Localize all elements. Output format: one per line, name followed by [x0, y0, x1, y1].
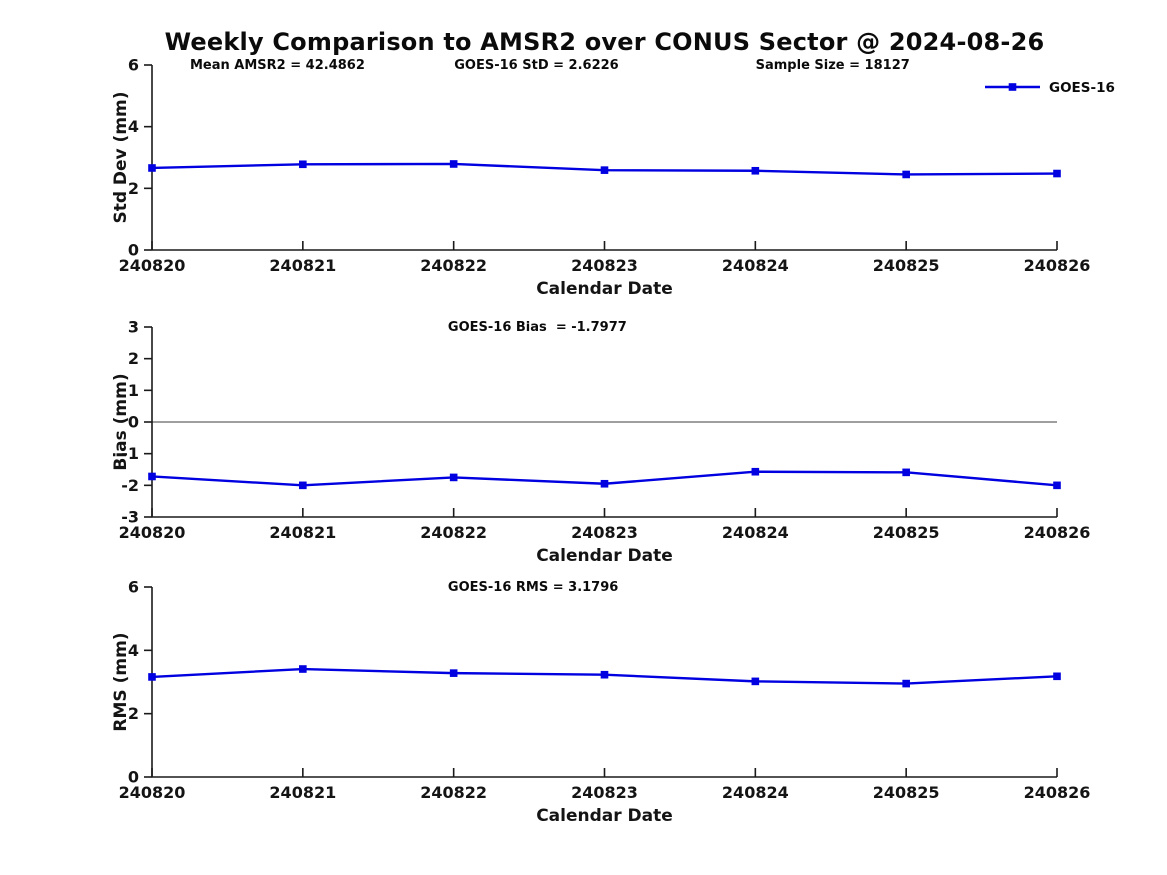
y-tick-label: -2	[121, 476, 139, 495]
y-tick-label: -1	[121, 444, 139, 463]
y-tick-label: 2	[128, 704, 139, 723]
data-point-marker	[299, 160, 307, 169]
y-tick-label: 0	[128, 241, 139, 260]
x-tick-label: 240825	[873, 523, 940, 542]
x-tick-label: 240821	[269, 783, 336, 802]
y-tick-label: 6	[128, 578, 139, 597]
x-tick-label: 240826	[1024, 783, 1091, 802]
x-tick-label: 240824	[722, 256, 789, 275]
y-tick-label: 0	[128, 413, 139, 432]
rms-subplot: 0 2 4 6 240820 240821 240822 240823 240824 240825…	[0, 572, 1167, 832]
x-axis-title: Calendar Date	[536, 546, 673, 566]
x-tick-label: 240825	[873, 256, 940, 275]
bias-subplot: -3 -2 -1 0 1 2 3 240820 240821 240822 240823 240824…	[0, 310, 1167, 568]
x-axis-title: Calendar Date	[536, 279, 673, 299]
data-point-marker	[148, 673, 156, 681]
data-point-marker	[449, 160, 458, 168]
x-tick-label: 240821	[269, 256, 336, 275]
y-tick-label: 1	[128, 381, 139, 400]
data-point-marker	[1053, 672, 1061, 681]
data-point-marker	[1053, 481, 1061, 490]
x-tick-label: 240820	[119, 256, 186, 275]
x-tick-label: 240820	[119, 523, 186, 542]
y-axis-title: RMS (mm)	[111, 632, 131, 731]
data-point-marker	[902, 468, 910, 477]
x-tick-label: 240826	[1024, 256, 1091, 275]
legend-label: GOES-16	[1049, 80, 1115, 96]
data-point-marker	[299, 481, 307, 490]
data-point-marker	[600, 670, 609, 679]
stat-annotation: Mean AMSR2 = 42.4862	[190, 58, 365, 73]
x-tick-label: 240823	[571, 256, 638, 275]
x-tick-label: 240826	[1024, 523, 1091, 542]
stat-annotation: GOES-16 Bias = -1.7977	[448, 320, 627, 335]
y-tick-label: 4	[128, 641, 139, 660]
bias-chart: -3 -2 -1 0 1 2 3 240820 240821 240822 240823 240824…	[111, 318, 1091, 567]
y-tick-label: 4	[128, 117, 139, 136]
data-point-marker	[600, 479, 609, 488]
x-tick-label: 240824	[722, 783, 789, 802]
stat-annotation: GOES-16 RMS = 3.1796	[448, 580, 618, 595]
y-axis-title: Bias (mm)	[111, 373, 131, 470]
y-tick-label: 3	[128, 318, 139, 337]
x-tick-label: 240823	[571, 523, 638, 542]
data-point-marker	[751, 677, 760, 686]
data-point-marker	[1053, 169, 1061, 178]
stddev-subplot: 0 2 4 6 240820 240821 240822 240823 240824 240825…	[0, 50, 1167, 302]
legend-marker	[1008, 83, 1017, 91]
x-tick-label: 240822	[420, 783, 487, 802]
x-tick-label: 240821	[269, 523, 336, 542]
stat-annotation: GOES-16 StD = 2.6226	[454, 58, 618, 73]
stat-annotation: Sample Size = 18127	[756, 58, 910, 73]
rms-chart: 0 2 4 6 240820 240821 240822 240823 240824 240825…	[111, 578, 1091, 827]
data-point-marker	[751, 467, 760, 476]
data-point-marker	[449, 473, 458, 482]
y-axis-title: Std Dev (mm)	[111, 91, 131, 223]
y-tick-label: -3	[121, 508, 139, 527]
data-point-marker	[902, 170, 910, 179]
x-axis-title: Calendar Date	[536, 806, 673, 826]
x-tick-label: 240825	[873, 783, 940, 802]
x-tick-label: 240822	[420, 523, 487, 542]
x-tick-label: 240822	[420, 256, 487, 275]
data-point-marker	[299, 665, 307, 673]
data-point-marker	[148, 472, 156, 481]
y-tick-label: 6	[128, 56, 139, 75]
x-tick-label: 240824	[722, 523, 789, 542]
x-tick-label: 240823	[571, 783, 638, 802]
data-point-marker	[449, 669, 458, 677]
data-point-marker	[148, 164, 156, 172]
figure-title: Weekly Comparison to AMSR2 over CONUS Se…	[164, 28, 1045, 56]
y-tick-label: 2	[128, 179, 139, 198]
data-point-marker	[751, 166, 760, 175]
stddev-chart: 0 2 4 6 240820 240821 240822 240823 240824 240825…	[111, 56, 1115, 300]
data-point-marker	[600, 166, 609, 174]
y-tick-label: 2	[128, 349, 139, 368]
x-tick-label: 240820	[119, 783, 186, 802]
data-point-marker	[902, 679, 910, 688]
y-tick-label: 0	[128, 768, 139, 787]
